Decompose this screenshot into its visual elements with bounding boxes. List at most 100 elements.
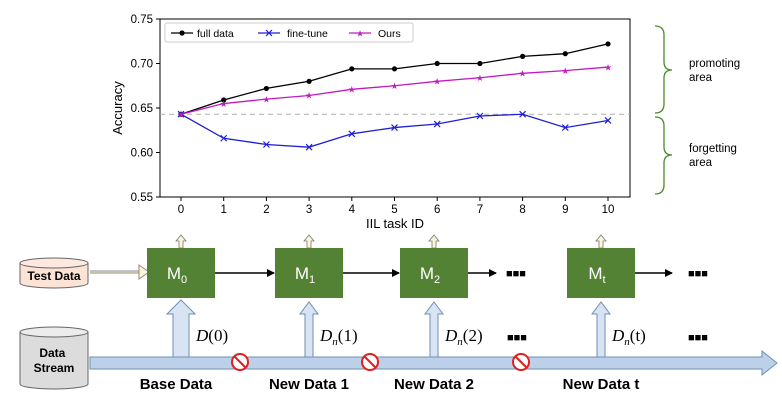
data-point: ★ [476, 74, 484, 84]
legend-label-full-data: full data [197, 28, 234, 40]
data-point [391, 124, 398, 132]
stage-label-new-data-1: New Data 1 [269, 376, 349, 393]
x-tick-label: 2 [263, 204, 269, 216]
data-stream-cylinder: Data Stream [19, 326, 89, 390]
pipeline-diagram: Test Data M0 M1 M2 Mt ■■■ ■■■ ■■■ [19, 234, 778, 393]
data-point [305, 143, 313, 151]
model-mt-label: M [588, 264, 602, 283]
model-m0: M0 [147, 248, 215, 298]
x-tick-label: 4 [349, 204, 356, 216]
x-tick-label: 1 [220, 204, 226, 216]
data-point [349, 66, 355, 72]
y-tick-label: 0.70 [131, 59, 153, 71]
data-point [434, 60, 440, 67]
data-point: ★ [177, 110, 185, 120]
data-point [433, 120, 441, 128]
data-point [604, 117, 612, 124]
data-point: ★ [390, 82, 398, 92]
y-tick-label: 0.60 [131, 148, 153, 160]
output-arrow-m1 [303, 234, 315, 249]
data-stream-label: Data Stream [34, 346, 75, 375]
new-data-t-up-arrow [591, 301, 611, 358]
svg-text:M1: M1 [295, 264, 315, 286]
legend-marker-full-data [179, 30, 185, 36]
output-arrow-mt [595, 234, 607, 249]
data-point [263, 85, 269, 92]
model-mt: Mt [567, 248, 635, 298]
data-point [391, 66, 398, 72]
x-axis-label: IIL task ID [366, 216, 424, 231]
model-mt-subscript: t [603, 274, 606, 286]
y-tick-label: 0.55 [131, 192, 153, 204]
y-axis-ticks: 0.55 0.60 0.65 0.70 0.75 [131, 14, 160, 204]
data-point [348, 130, 356, 138]
ellipsis-data-1: ■■■ [507, 332, 527, 344]
accuracy-chart: 0.550.600.650.700.75 0 1 2 3 4 5 6 7 8 9 10 ★★ ★ ★★ ★… [110, 14, 740, 231]
data-point [520, 53, 526, 59]
svg-text:M2: M2 [420, 264, 440, 286]
test-data-cylinder: Test Data [19, 257, 89, 289]
promoting-brace [654, 25, 673, 114]
forgetting-brace [654, 116, 673, 195]
ellipsis-data-2: ■■■ [688, 332, 708, 344]
data-point: ★ [604, 63, 612, 73]
legend-label-fine-tune: fine-tune [287, 28, 328, 40]
forgetting-area-label: forgetting area [689, 143, 737, 169]
model-m0-label: M [167, 264, 181, 283]
prohibited-icon [512, 353, 530, 371]
data-point: ★ [262, 95, 270, 105]
data-point [605, 41, 611, 47]
data-label-1: Dn(1) [319, 326, 358, 348]
data-point: ★ [433, 78, 441, 88]
new-data-2-up-arrow [424, 301, 444, 358]
output-arrow-m2 [428, 234, 440, 249]
data-point [519, 110, 527, 118]
model-m1-label: M [295, 264, 309, 283]
x-tick-label: 7 [477, 204, 483, 216]
data-point [221, 97, 227, 103]
x-tick-label: 6 [434, 204, 440, 216]
prohibited-icon [361, 353, 379, 371]
data-point [477, 60, 483, 67]
x-tick-label: 5 [391, 204, 397, 216]
legend-marker-ours: ★ [356, 29, 364, 39]
y-tick-label: 0.65 [131, 103, 153, 115]
data-point: ★ [220, 100, 228, 110]
promoting-area-label: promoting area [689, 58, 740, 84]
series-ours: ★ ★ ★ ★ ★ ★ ★ ★ ★ ★ ★ [177, 63, 612, 120]
x-tick-label: 9 [562, 204, 568, 216]
svg-text:Mt: Mt [588, 264, 605, 286]
new-data-1-up-arrow [299, 301, 319, 358]
output-arrow-m0 [175, 234, 187, 249]
ellipsis-models-1: ■■■ [506, 268, 526, 280]
series-full-data [178, 41, 611, 117]
legend: full data fine-tune ★ Ours [164, 22, 414, 43]
stage-label-new-data-2: New Data 2 [394, 376, 474, 393]
data-point: ★ [305, 92, 313, 102]
base-data-up-arrow [165, 299, 197, 358]
data-label-0: D(0) [195, 326, 228, 345]
svg-text:M0: M0 [167, 264, 187, 286]
model-m1: M1 [275, 248, 343, 298]
model-m2: M2 [400, 248, 468, 298]
data-point [476, 112, 484, 120]
prohibited-icon [231, 353, 249, 371]
plot-area [159, 18, 631, 198]
legend-label-ours: Ours [378, 28, 401, 40]
x-tick-label: 3 [306, 204, 312, 216]
model-m2-subscript: 2 [434, 274, 440, 286]
model-m2-label: M [420, 264, 434, 283]
x-tick-label: 0 [178, 204, 184, 216]
data-point [561, 124, 569, 132]
y-tick-label: 0.75 [131, 14, 153, 26]
data-point [306, 78, 312, 84]
test-data-label: Test Data [27, 269, 80, 283]
x-tick-label: 8 [519, 204, 525, 216]
data-point [562, 51, 568, 57]
data-label-t: Dn(t) [611, 326, 646, 348]
data-point [220, 134, 228, 142]
model-m1-subscript: 1 [309, 274, 315, 286]
series-layer: ★ ★ ★ ★ ★ ★ ★ ★ ★ ★ ★ [177, 41, 612, 151]
data-point [262, 141, 270, 148]
